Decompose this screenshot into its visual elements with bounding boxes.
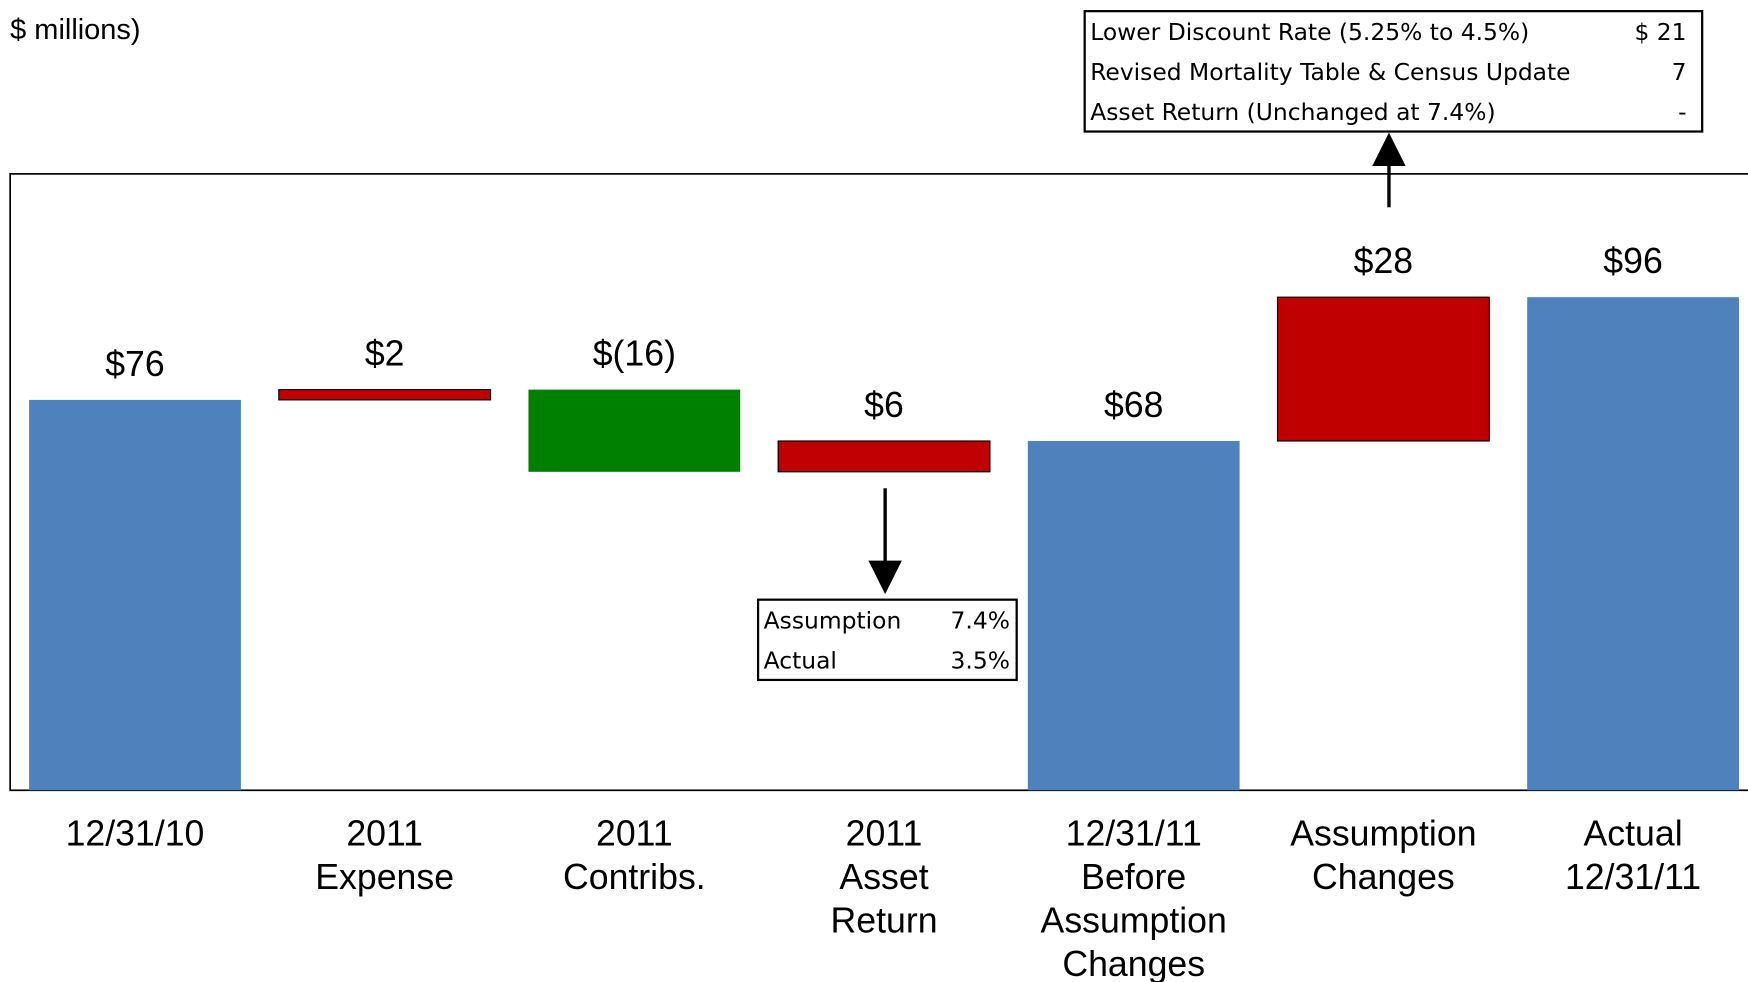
annotation-label: Revised Mortality Table & Census Update xyxy=(1090,58,1570,86)
x-tick-label: 12/31/11 xyxy=(1066,813,1202,853)
bar xyxy=(1527,297,1739,791)
bar xyxy=(528,389,741,472)
bar xyxy=(278,389,492,401)
annotation-label: Assumption xyxy=(764,606,902,634)
value-label: $96 xyxy=(1603,241,1663,281)
plot-frame xyxy=(9,173,1748,792)
bar xyxy=(1027,440,1240,791)
bar xyxy=(1276,296,1490,442)
annotation-box xyxy=(1083,10,1704,133)
x-tick-label: 2011 xyxy=(846,813,923,853)
bar xyxy=(777,440,991,473)
annotation-box xyxy=(756,598,1018,682)
x-tick-label: 12/31/11 xyxy=(1565,857,1701,897)
value-label: $2 xyxy=(365,334,405,374)
x-tick-label: 2011 xyxy=(346,813,423,853)
value-label: $(16) xyxy=(593,334,676,374)
annotation-value: - xyxy=(1678,98,1686,126)
annotation-value: 7 xyxy=(1672,58,1687,86)
bar xyxy=(29,399,241,791)
x-tick-label: Assumption xyxy=(1041,900,1227,940)
x-tick-label: Asset xyxy=(839,857,928,897)
value-label: $6 xyxy=(864,385,904,425)
value-label: $76 xyxy=(105,344,164,384)
annotation-label: Actual xyxy=(764,647,837,675)
annotation-label: Asset Return (Unchanged at 7.4%) xyxy=(1090,98,1495,126)
x-tick-label: Contribs. xyxy=(563,857,706,897)
annotation-label: Lower Discount Rate (5.25% to 4.5%) xyxy=(1090,18,1529,46)
subtitle: $ millions) xyxy=(10,14,140,46)
x-tick-label: 12/31/10 xyxy=(66,813,205,853)
value-label: $28 xyxy=(1354,241,1414,281)
annotation-value: 3.5% xyxy=(951,647,1010,675)
x-tick-label: Before xyxy=(1081,857,1186,897)
x-tick-label: Assumption xyxy=(1290,813,1476,853)
annotation-value: $ 21 xyxy=(1634,18,1686,46)
annotation-value: 7.4% xyxy=(951,606,1010,634)
x-tick-label: Actual xyxy=(1584,813,1683,853)
x-tick-label: Changes xyxy=(1312,857,1455,897)
value-label: $68 xyxy=(1104,385,1164,425)
x-tick-label: Changes xyxy=(1062,944,1205,982)
x-tick-label: 2011 xyxy=(596,813,673,853)
x-tick-label: Return xyxy=(831,900,938,940)
x-tick-label: Expense xyxy=(315,857,454,897)
